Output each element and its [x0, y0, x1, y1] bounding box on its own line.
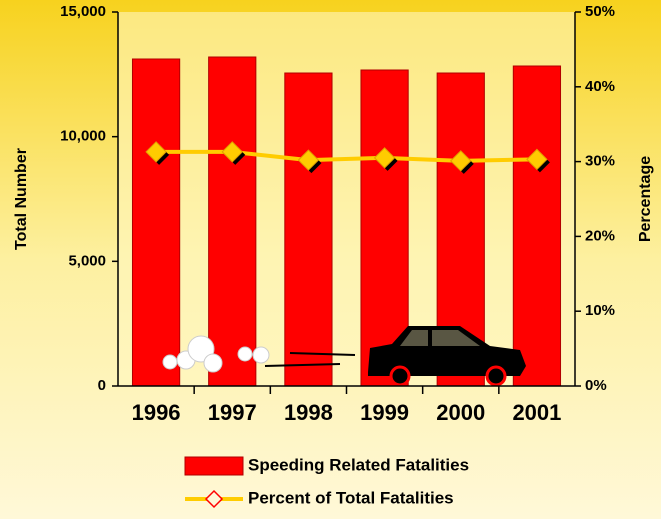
x-tick-label: 2000	[436, 400, 485, 425]
marker	[221, 141, 243, 163]
marker	[526, 148, 548, 171]
x-tick-label: 1999	[360, 400, 409, 425]
legend-label: Speeding Related Fatalities	[248, 455, 469, 474]
marker	[450, 150, 472, 172]
marker	[373, 147, 396, 169]
x-tick-label: 1996	[132, 400, 181, 425]
y2-tick-label: 50%	[585, 3, 615, 20]
x-tick-label: 2001	[512, 400, 561, 425]
legend-marker	[204, 489, 224, 509]
bars	[131, 56, 562, 387]
lines	[145, 141, 550, 174]
marker	[297, 149, 320, 171]
y2-tick-label: 20%	[585, 227, 615, 244]
y-tick-label: 15,000	[60, 3, 106, 20]
y2-tick-label: 30%	[585, 153, 615, 170]
x-tick-label: 1997	[208, 400, 257, 425]
legend-label: Percent of Total Fatalities	[248, 488, 454, 507]
bar	[131, 58, 181, 387]
x-tick-label: 1998	[284, 400, 333, 425]
series-line	[156, 149, 537, 163]
y2-tick-label: 0%	[585, 377, 607, 394]
marker	[145, 141, 167, 163]
y-tick-label: 10,000	[60, 128, 106, 145]
y-tick-label: 0	[98, 377, 106, 394]
y-tick-label: 5,000	[68, 252, 106, 269]
bar	[208, 56, 257, 387]
y2-tick-label: 40%	[585, 78, 615, 95]
y-axis-title: Total Number	[13, 148, 30, 250]
bar	[512, 65, 562, 387]
bar	[284, 72, 333, 387]
y2-axis-title: Percentage	[637, 156, 654, 242]
plot-area	[118, 12, 575, 386]
y2-tick-label: 10%	[585, 302, 615, 319]
legend-swatch	[184, 456, 244, 476]
car-illustration	[162, 326, 526, 387]
